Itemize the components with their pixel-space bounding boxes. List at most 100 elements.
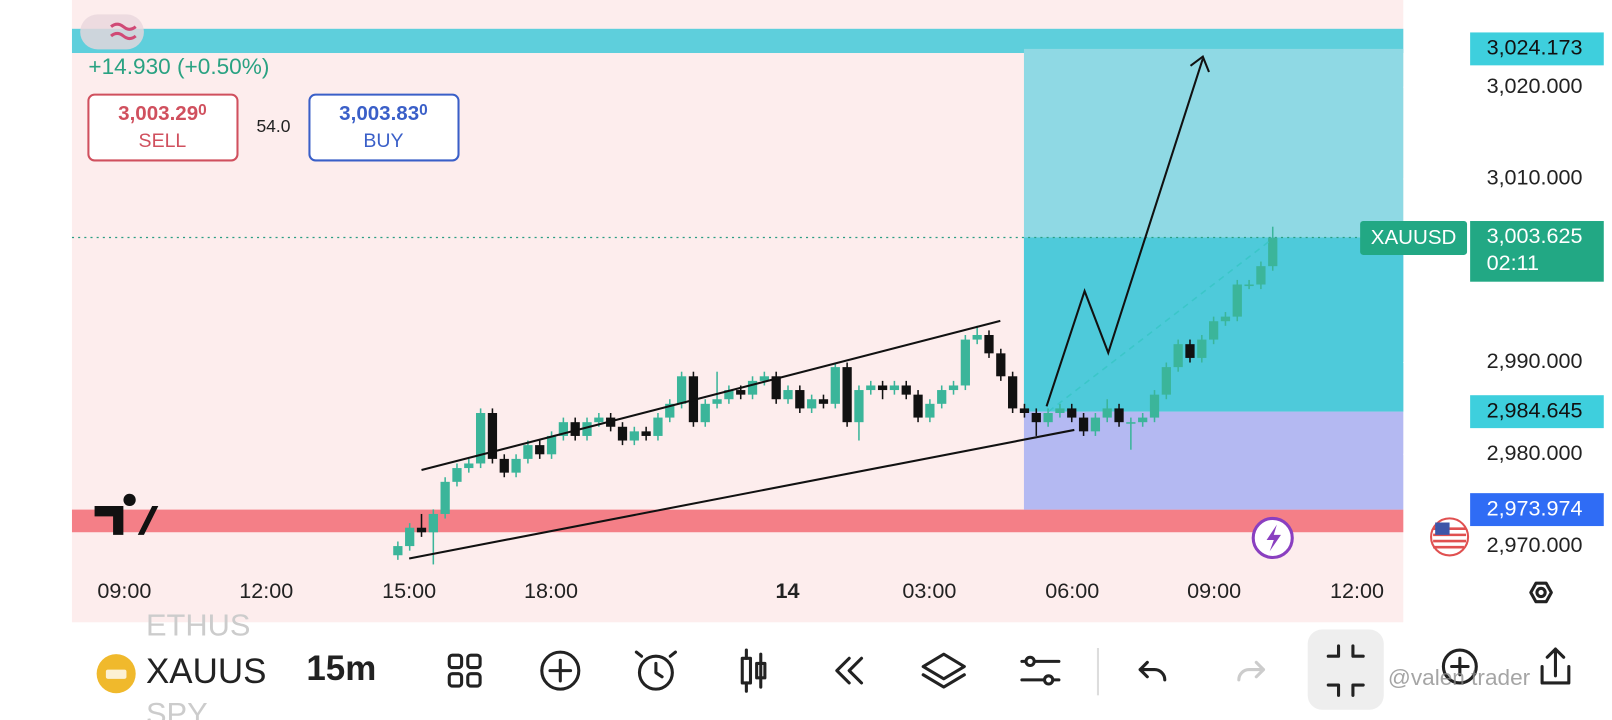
candle-body [617,426,628,441]
candle-body [641,431,651,436]
target-tag [1470,32,1604,66]
share-icon[interactable] [1540,647,1571,685]
x-tick-label: 09:00 [1187,578,1241,603]
candle-body [582,422,592,436]
logo-bg [80,14,144,50]
flag-canton [1435,522,1450,535]
candle-body [807,399,817,409]
stop-tag [1470,493,1604,527]
entry-tag [1470,395,1604,429]
candle-body [996,353,1006,377]
redo-icon[interactable] [1237,660,1266,682]
settings-dot [1535,586,1547,599]
price[interactable]: 3,003.29 [118,103,198,126]
candle-body [558,422,569,436]
candle-body [948,385,959,391]
candle-body [1138,417,1148,423]
x-tick-label: 06:00 [1045,578,1099,603]
tv-logo [94,493,159,535]
entry-label: 2,984.645 [1487,397,1583,422]
toolbar: ETHUS SPY XAUUS 15m @valen trader [96,608,1571,720]
candle-body [1102,408,1112,418]
candle-body [925,403,935,418]
candle-body [736,390,746,395]
candle-body [523,445,533,459]
fullscreen-button[interactable] [1307,629,1384,710]
candle-body [972,334,982,340]
target-label: 3,024.173 [1487,35,1583,60]
symbol-tag [1360,221,1468,255]
candles-icon[interactable] [740,648,767,693]
candle-body [405,527,415,547]
watermark: @valen trader [1388,665,1531,690]
candle-body [1197,339,1207,358]
layout-icon[interactable] [447,653,482,688]
candle-body [700,403,710,423]
pip[interactable]: 0 [419,102,428,119]
buy-label[interactable]: BUY [363,130,403,152]
candle-body [818,399,829,404]
price[interactable]: 3,003.83 [339,103,419,126]
sell-button[interactable] [87,93,239,162]
candle-body [795,390,805,409]
candle-body [866,385,876,391]
candle-body [1173,344,1183,368]
last-price-tag [1470,221,1604,282]
interval[interactable]: 15m [306,649,376,688]
zoom-icon[interactable] [1441,648,1478,685]
x-tick-label: 15:00 [382,578,436,603]
candle-body [570,422,580,436]
candle-body [783,390,793,400]
candle-body [475,412,486,464]
plot [71,28,1404,565]
candle-body [464,463,474,469]
candle-body [452,468,462,482]
candle-body [1078,417,1089,432]
candle-body [854,390,864,423]
candle-body [877,385,888,391]
settings-sliders[interactable] [1020,655,1061,686]
candle-body [830,367,840,404]
trendline [421,319,1001,472]
candle-body [1244,284,1254,287]
candle-body [913,394,923,418]
x-tick-label: 12:00 [1330,578,1384,603]
candle-body [1161,367,1171,395]
buy-button[interactable] [308,93,460,162]
trendline [408,428,1075,560]
pip[interactable]: 0 [198,102,207,119]
candle-body [499,458,509,473]
symbol[interactable]: XAUUS [146,652,266,691]
sell-price[interactable]: 3,003.290 [118,102,207,125]
layers-icon[interactable] [921,652,966,689]
candle-body [1149,394,1160,418]
x-tick-label: 18:00 [524,578,578,603]
price-change: +14.930 (+0.50%) [88,54,269,79]
candle-body [1008,376,1018,409]
position-line [1048,238,1274,413]
add-icon[interactable] [540,650,581,691]
candle-body [1031,412,1041,423]
symbol-tag-label: XAUUSD [1371,226,1457,249]
stop-label: 2,973.974 [1487,495,1583,520]
replay-icon[interactable] [835,656,864,685]
candle-body [937,390,947,404]
candle-body [960,339,970,386]
collapse-icon[interactable] [1326,644,1365,697]
undo-icon[interactable] [1138,660,1167,682]
next-symbol[interactable]: SPY [146,696,208,720]
candle-body [1019,408,1030,413]
symbol-fade [269,642,290,705]
projection-path [1045,58,1204,407]
candle-body [889,385,900,391]
candle-body [759,376,769,381]
sell-label[interactable]: SELL [139,130,187,152]
candle-body [393,546,403,556]
x-tick-label: 03:00 [902,578,956,603]
alarm-icon[interactable] [634,650,677,691]
x-tick-label: 12:00 [239,578,293,603]
buy-price[interactable]: 3,003.830 [339,102,428,125]
prev-symbol[interactable]: ETHUS [146,608,250,643]
settings-icon[interactable] [1529,581,1553,604]
